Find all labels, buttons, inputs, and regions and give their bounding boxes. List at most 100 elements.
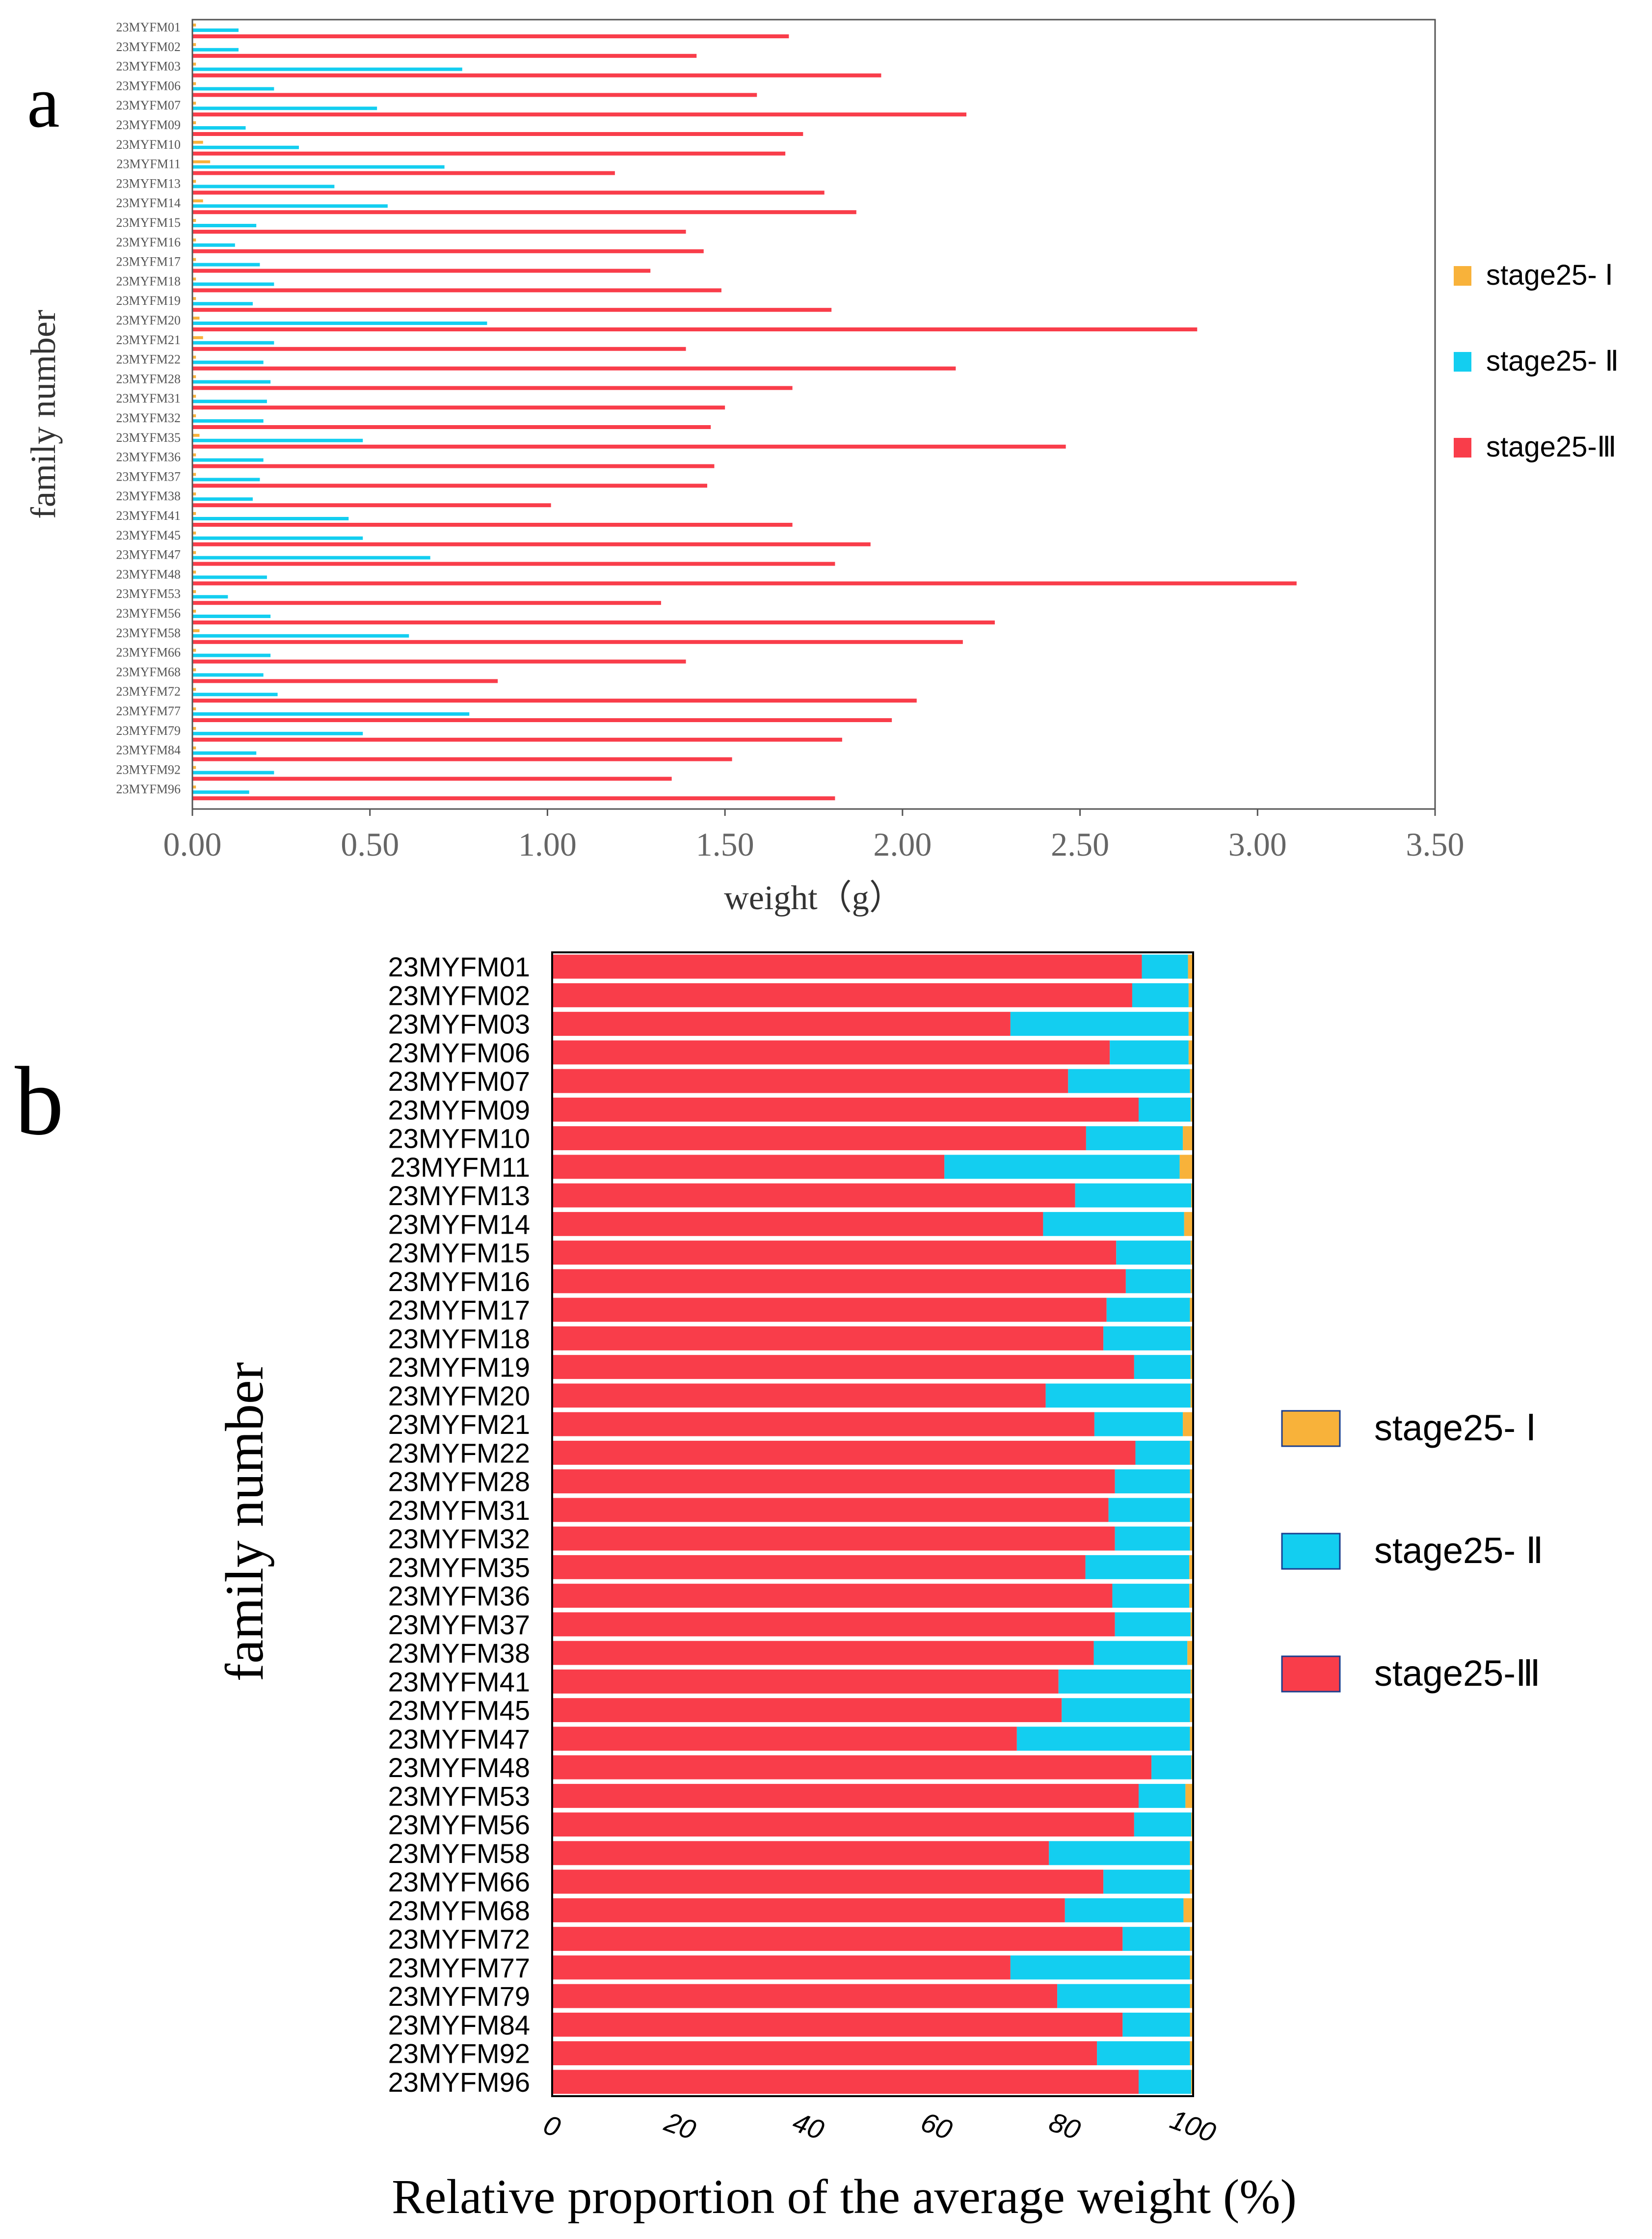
chart-b-bar-23MYFM09-s3 bbox=[1190, 1097, 1193, 1122]
chart-b-bar-23MYFM10-s2 bbox=[1086, 1126, 1183, 1151]
chart-a-bar-23MYFM66-s2 bbox=[192, 653, 271, 657]
chart-a-category-label: 23MYFM19 bbox=[116, 294, 181, 308]
chart-a-category-label: 23MYFM53 bbox=[116, 587, 181, 601]
chart-b-bar-23MYFM48-s2 bbox=[1151, 1755, 1192, 1780]
chart-a-bar-23MYFM14-s1 bbox=[192, 199, 203, 203]
chart-a-category-label: 23MYFM02 bbox=[116, 40, 181, 54]
chart-b-category-label: 23MYFM38 bbox=[388, 1638, 530, 1669]
chart-b-bar-23MYFM77-s3 bbox=[1190, 1955, 1193, 1980]
chart-b-bar-23MYFM15-s1 bbox=[552, 1241, 1117, 1265]
chart-a-bar-23MYFM66-s3 bbox=[192, 659, 686, 664]
chart-b-bar-23MYFM01-s1 bbox=[552, 954, 1142, 979]
chart-a-bar-23MYFM45-s3 bbox=[192, 542, 871, 546]
chart-b-bar-23MYFM03-s1 bbox=[552, 1012, 1011, 1036]
chart-b-bar-23MYFM72-s2 bbox=[1122, 1927, 1190, 1951]
chart-a-category-label: 23MYFM09 bbox=[116, 118, 181, 132]
chart-b-category-label: 23MYFM06 bbox=[388, 1037, 530, 1068]
chart-b-bar-23MYFM01-s3 bbox=[1188, 954, 1193, 979]
chart-a-bar-23MYFM20-s3 bbox=[192, 327, 1198, 331]
chart-b-bar-23MYFM32-s2 bbox=[1115, 1526, 1190, 1551]
chart-a-legend-swatch bbox=[1454, 266, 1471, 286]
chart-a-bar-23MYFM11-s2 bbox=[192, 165, 445, 169]
chart-a-bar-23MYFM48-s2 bbox=[192, 575, 267, 579]
chart-b-bar-23MYFM68-s1 bbox=[552, 1898, 1065, 1922]
chart-b-bar-23MYFM20-s2 bbox=[1045, 1383, 1191, 1408]
chart-a-bars bbox=[192, 24, 1297, 801]
chart-a-bar-23MYFM19-s2 bbox=[192, 302, 253, 306]
chart-b-y-axis-title: family number bbox=[214, 1362, 274, 1682]
chart-b-bar-23MYFM06-s1 bbox=[552, 1040, 1110, 1065]
chart-b-bar-23MYFM11-s3 bbox=[1179, 1155, 1193, 1179]
chart-a-bar-23MYFM68-s2 bbox=[192, 673, 264, 677]
chart-b-category-label: 23MYFM31 bbox=[388, 1495, 530, 1526]
chart-a-bar-23MYFM41-s1 bbox=[192, 512, 196, 515]
chart-b-bar-23MYFM17-s2 bbox=[1106, 1297, 1190, 1322]
chart-a-bar-23MYFM96-s1 bbox=[192, 785, 196, 789]
chart-b-bar-23MYFM14-s2 bbox=[1043, 1212, 1184, 1236]
chart-b-x-tick-label: 40 bbox=[789, 2106, 828, 2146]
chart-a-x-tick-label: 1.00 bbox=[518, 826, 577, 863]
chart-a-bar-23MYFM02-s1 bbox=[192, 43, 196, 46]
chart-a-bar-23MYFM06-s2 bbox=[192, 87, 274, 91]
chart-a-bar-23MYFM15-s3 bbox=[192, 230, 686, 234]
chart-b-bar-23MYFM66-s1 bbox=[552, 1869, 1104, 1894]
chart-a-bar-23MYFM09-s2 bbox=[192, 126, 246, 130]
chart-b-bar-23MYFM47-s3 bbox=[1190, 1726, 1193, 1751]
chart-a-category-label: 23MYFM21 bbox=[116, 333, 181, 347]
chart-a-bar-23MYFM28-s2 bbox=[192, 380, 271, 384]
chart-a-bar-23MYFM07-s2 bbox=[192, 107, 377, 110]
chart-a-category-label: 23MYFM14 bbox=[116, 196, 181, 210]
chart-a-legend: stage25- Ⅰ stage25- Ⅱ stage25-Ⅲ bbox=[1454, 259, 1619, 463]
chart-a-bar-23MYFM32-s1 bbox=[192, 414, 196, 417]
chart-a-category-label: 23MYFM37 bbox=[116, 469, 181, 484]
chart-b-bar-23MYFM96-s2 bbox=[1138, 2070, 1192, 2094]
chart-b-category-label: 23MYFM96 bbox=[388, 2067, 530, 2098]
chart-b-bar-23MYFM58-s3 bbox=[1190, 1841, 1193, 1865]
chart-b-bar-23MYFM13-s2 bbox=[1075, 1183, 1192, 1208]
chart-a-bar-23MYFM79-s1 bbox=[192, 727, 196, 730]
chart-b-bar-23MYFM14-s1 bbox=[552, 1212, 1043, 1236]
chart-b-bar-23MYFM72-s1 bbox=[552, 1927, 1123, 1951]
chart-a-frame bbox=[191, 19, 1436, 810]
chart-b-bar-23MYFM79-s1 bbox=[552, 1984, 1058, 2008]
chart-a-bar-23MYFM36-s3 bbox=[192, 464, 715, 468]
chart-b-bar-23MYFM37-s1 bbox=[552, 1612, 1115, 1637]
chart-b-bar-23MYFM68-s2 bbox=[1065, 1898, 1184, 1922]
chart-b-bar-23MYFM10-s1 bbox=[552, 1126, 1086, 1151]
chart-b-category-label: 23MYFM16 bbox=[388, 1266, 530, 1297]
chart-b-category-label: 23MYFM18 bbox=[388, 1323, 530, 1354]
chart-b-bar-23MYFM03-s3 bbox=[1188, 1012, 1193, 1036]
chart-b-bar-23MYFM31-s2 bbox=[1108, 1498, 1190, 1522]
chart-a-category-label: 23MYFM45 bbox=[116, 528, 181, 542]
chart-b-bar-23MYFM53-s3 bbox=[1185, 1783, 1193, 1808]
chart-b-category-label: 23MYFM84 bbox=[388, 2009, 530, 2040]
chart-b-category-label: 23MYFM21 bbox=[388, 1409, 530, 1440]
chart-a-category-label: 23MYFM84 bbox=[116, 743, 181, 757]
chart-b-category-label: 23MYFM79 bbox=[388, 1981, 530, 2012]
chart-b-x-axis-title: Relative proportion of the average weigh… bbox=[392, 2169, 1297, 2224]
chart-a-bar-23MYFM31-s2 bbox=[192, 400, 267, 404]
chart-a-x-tick-label: 2.50 bbox=[1051, 826, 1109, 863]
chart-b-bar-23MYFM35-s1 bbox=[552, 1555, 1086, 1579]
chart-a-bar-23MYFM92-s2 bbox=[192, 771, 274, 775]
chart-b-bar-23MYFM20-s3 bbox=[1190, 1383, 1193, 1408]
chart-a-bar-23MYFM09-s1 bbox=[192, 121, 196, 124]
chart-b-legend-swatch bbox=[1281, 1410, 1341, 1447]
chart-b-legend-label: stage25- Ⅰ bbox=[1374, 1407, 1536, 1448]
chart-b-category-label: 23MYFM28 bbox=[388, 1466, 530, 1497]
chart-a-bar-23MYFM53-s2 bbox=[192, 595, 228, 599]
chart-b-bar-23MYFM47-s2 bbox=[1016, 1726, 1190, 1751]
chart-b-category-label: 23MYFM56 bbox=[388, 1809, 530, 1840]
chart-b-bar-23MYFM31-s3 bbox=[1190, 1498, 1193, 1522]
chart-b-category-label: 23MYFM68 bbox=[388, 1895, 530, 1926]
chart-b-bar-23MYFM07-s2 bbox=[1068, 1069, 1190, 1093]
chart-b-bar-23MYFM72-s3 bbox=[1190, 1927, 1193, 1951]
chart-b-x-tick-label: 20 bbox=[660, 2106, 700, 2146]
chart-a-bar-23MYFM22-s3 bbox=[192, 366, 956, 371]
chart-a-category-label: 23MYFM96 bbox=[116, 782, 181, 796]
chart-b-category-label: 23MYFM45 bbox=[388, 1695, 530, 1726]
chart-a-bar-23MYFM84-s2 bbox=[192, 751, 257, 755]
chart-a-bar-23MYFM06-s1 bbox=[192, 82, 196, 85]
chart-a-bar-23MYFM77-s2 bbox=[192, 712, 470, 716]
